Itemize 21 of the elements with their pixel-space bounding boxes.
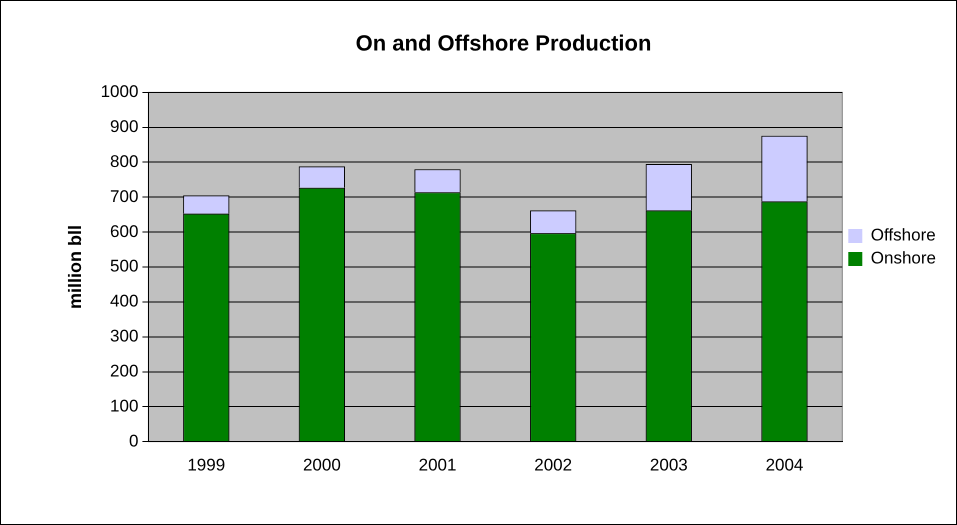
legend-label: Onshore xyxy=(870,248,936,268)
y-tick-label: 300 xyxy=(110,326,138,346)
y-tick-label: 800 xyxy=(110,152,138,171)
y-tick-label: 900 xyxy=(110,117,138,136)
y-tick-label: 0 xyxy=(128,431,138,450)
x-tick-label: 2000 xyxy=(302,455,341,474)
y-tick-label: 400 xyxy=(110,292,138,311)
y-tick-label: 600 xyxy=(110,222,138,241)
y-axis-title: million bll xyxy=(64,225,85,309)
y-tick-label: 700 xyxy=(110,186,138,206)
chart-title: On and Offshore Production xyxy=(356,30,652,56)
y-tick-label: 200 xyxy=(110,361,138,380)
y-tick-label: 1000 xyxy=(100,82,138,102)
x-tick-label: 2001 xyxy=(418,455,456,474)
x-tick-label: 1999 xyxy=(187,455,226,474)
x-tick-label: 2004 xyxy=(766,455,804,474)
x-tick-label: 2003 xyxy=(650,455,688,474)
y-tick-label: 500 xyxy=(110,256,138,276)
legend-label: Offshore xyxy=(870,226,936,245)
y-tick-label: 100 xyxy=(110,396,138,416)
x-tick-label: 2002 xyxy=(534,455,572,474)
